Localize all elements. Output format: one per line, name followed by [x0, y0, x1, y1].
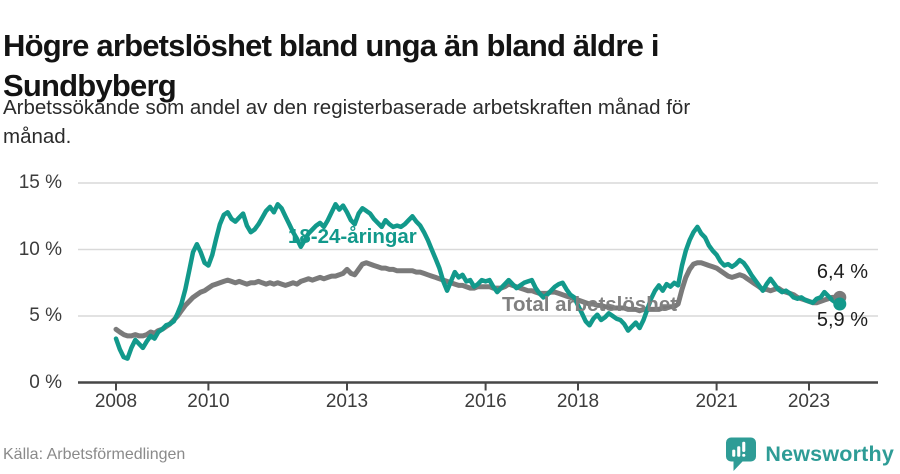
x-axis-tick-label: 2018: [556, 391, 600, 412]
page-title: Högre arbetslöshet bland unga än bland ä…: [3, 26, 893, 106]
source-note: Källa: Arbetsförmedlingen: [3, 446, 186, 463]
x-axis-tick-label: 2021: [695, 391, 738, 412]
y-axis-tick-label: 5 %: [29, 305, 62, 326]
chart-subtitle: Arbetssökande som andel av den registerb…: [3, 93, 873, 151]
subtitle-line-1: Arbetssökande som andel av den registerb…: [3, 96, 691, 119]
bar-chart-speech-bubble-icon: [726, 437, 757, 471]
series-label-youth: 18-24-åringar: [288, 225, 417, 248]
y-axis-tick-label: 15 %: [18, 172, 62, 193]
x-axis-tick-label: 2010: [187, 391, 230, 412]
y-axis-tick-label: 10 %: [18, 238, 62, 260]
x-axis-tick-label: 2008: [94, 391, 138, 412]
end-value-label-youth: 5,9 %: [816, 309, 868, 331]
newsworthy-logo: Newsworthy: [726, 437, 894, 472]
title-line-2: Sundbyberg: [3, 67, 177, 103]
subtitle-line-2: månad.: [3, 125, 72, 148]
series-label-total: Total arbetslöshet: [502, 293, 678, 316]
x-axis-tick-label: 2023: [787, 391, 831, 412]
x-axis-tick-label: 2013: [325, 391, 369, 412]
title-line-1: Högre arbetslöshet bland unga än bland ä…: [3, 27, 659, 63]
x-axis-tick-label: 2016: [464, 391, 507, 412]
brand-name: Newsworthy: [765, 442, 894, 466]
y-axis-tick-label: 0 %: [29, 371, 62, 393]
end-value-label-total: 6,4 %: [816, 261, 868, 283]
